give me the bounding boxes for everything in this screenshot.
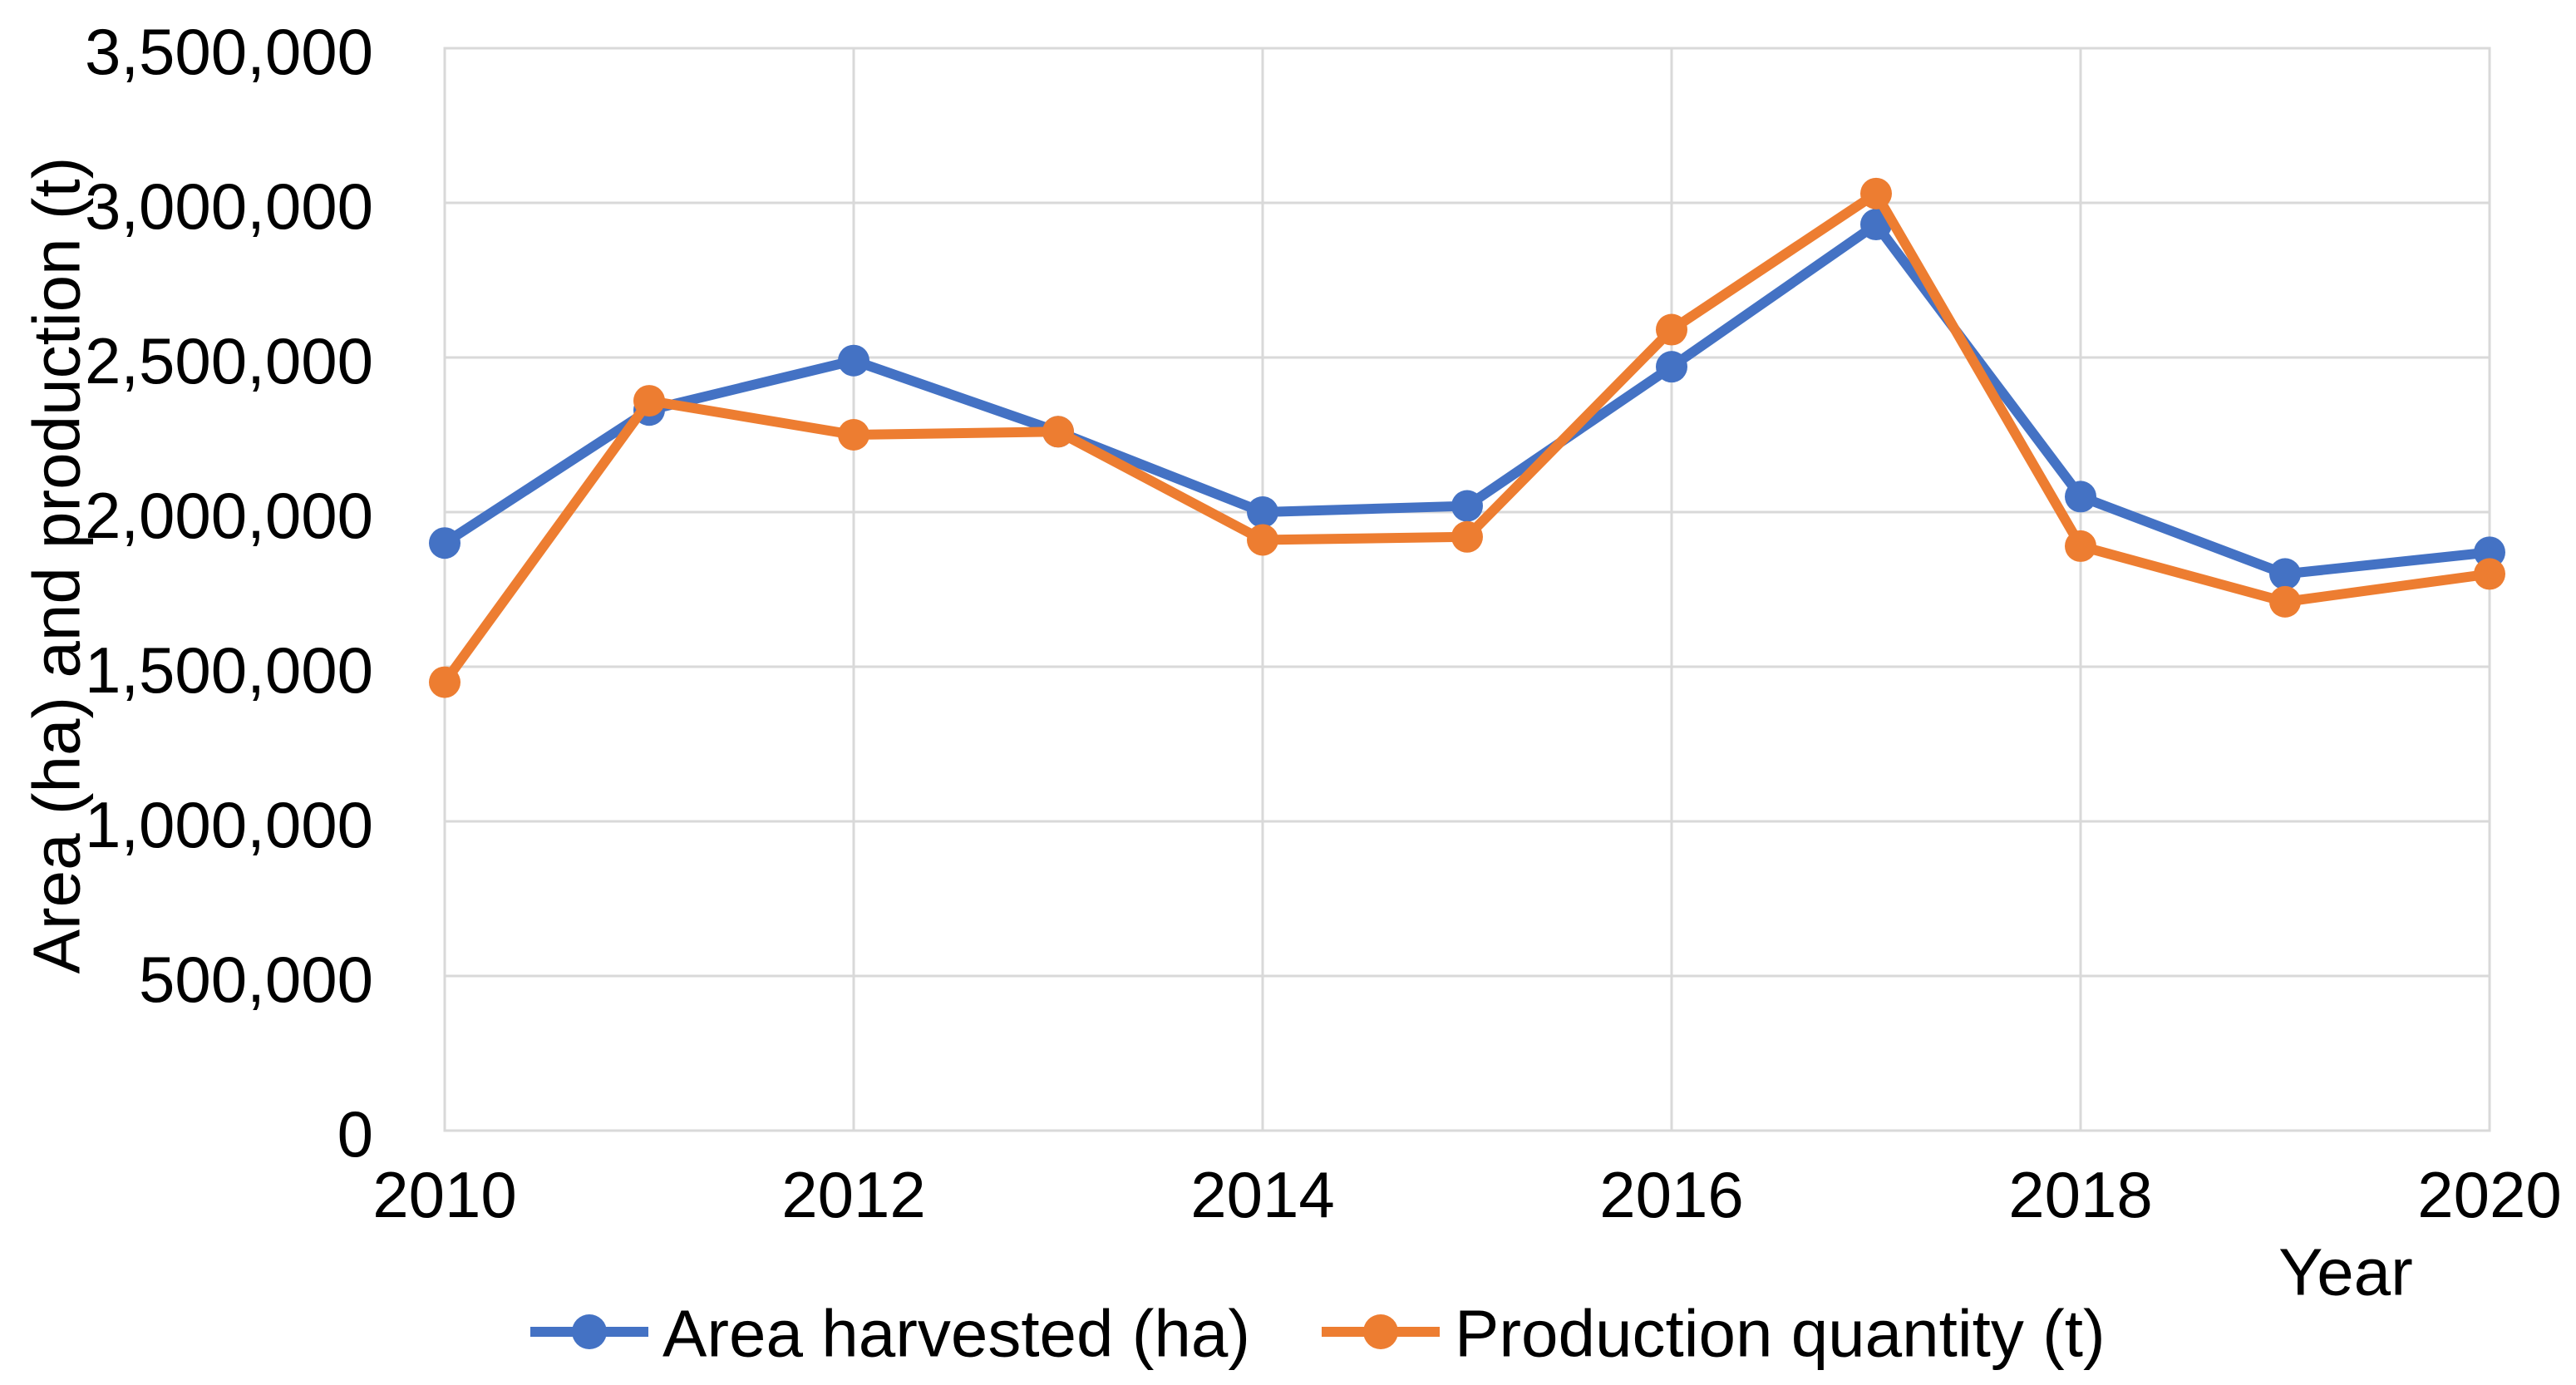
y-tick-label: 1,500,000 (85, 633, 373, 707)
y-tick-label: 1,000,000 (85, 788, 373, 861)
data-point-marker (2269, 585, 2301, 618)
y-tick-label: 2,500,000 (85, 324, 373, 397)
legend: Area harvested (ha) Production quantity … (530, 1297, 2106, 1371)
data-point-marker (2269, 558, 2301, 590)
data-point-marker (1042, 416, 1074, 448)
data-point-marker (1860, 177, 1892, 209)
gridlines (443, 47, 2491, 1132)
series-lines (429, 177, 2505, 698)
legend-marker-blue (572, 1314, 607, 1349)
legend-item-production-quantity: Production quantity (t) (1322, 1297, 2106, 1371)
series-production-quantity (429, 177, 2505, 698)
x-axis-title: Year (2278, 1235, 2413, 1309)
series-line (440, 188, 2495, 688)
y-tick-label: 0 (337, 1097, 373, 1171)
data-point-marker (2065, 481, 2096, 513)
x-tick-label: 2014 (1190, 1158, 1335, 1231)
y-tick-label: 2,000,000 (85, 479, 373, 552)
data-point-marker (838, 344, 869, 377)
x-tick-label: 2010 (372, 1158, 517, 1231)
legend-marker-orange (1363, 1314, 1398, 1349)
plot-border (443, 47, 2491, 1132)
y-axis-title: Area (ha) and production (t) (20, 157, 94, 974)
x-tick-label: 2012 (781, 1158, 926, 1231)
x-tick-label: 2020 (2417, 1158, 2562, 1231)
x-axis-tick-labels: 2010 2012 2014 2016 2018 2020 (372, 1158, 2562, 1231)
data-point-marker (1656, 313, 1687, 346)
legend-label-area-harvested: Area harvested (ha) (662, 1297, 1250, 1371)
data-point-marker (838, 419, 869, 451)
data-point-marker (1451, 520, 1483, 553)
legend-item-area-harvested: Area harvested (ha) (530, 1297, 1250, 1371)
data-point-marker (1247, 524, 1278, 556)
y-axis-tick-labels: 0 500,000 1,000,000 1,500,000 2,000,000 2,500… (85, 15, 373, 1171)
data-point-marker (633, 385, 665, 417)
data-point-marker (1656, 351, 1687, 383)
data-point-marker (429, 666, 461, 698)
y-tick-label: 500,000 (139, 943, 373, 1016)
data-point-marker (2474, 536, 2505, 569)
data-point-marker (429, 527, 461, 559)
data-point-marker (2474, 558, 2505, 590)
y-tick-label: 3,000,000 (85, 170, 373, 243)
y-tick-label: 3,500,000 (85, 15, 373, 88)
x-tick-label: 2016 (1599, 1158, 1744, 1231)
data-point-marker (2065, 530, 2096, 562)
legend-label-production-quantity: Production quantity (t) (1455, 1297, 2106, 1371)
data-point-marker (1247, 496, 1278, 528)
x-tick-label: 2018 (2008, 1158, 2153, 1231)
data-point-marker (1451, 490, 1483, 522)
